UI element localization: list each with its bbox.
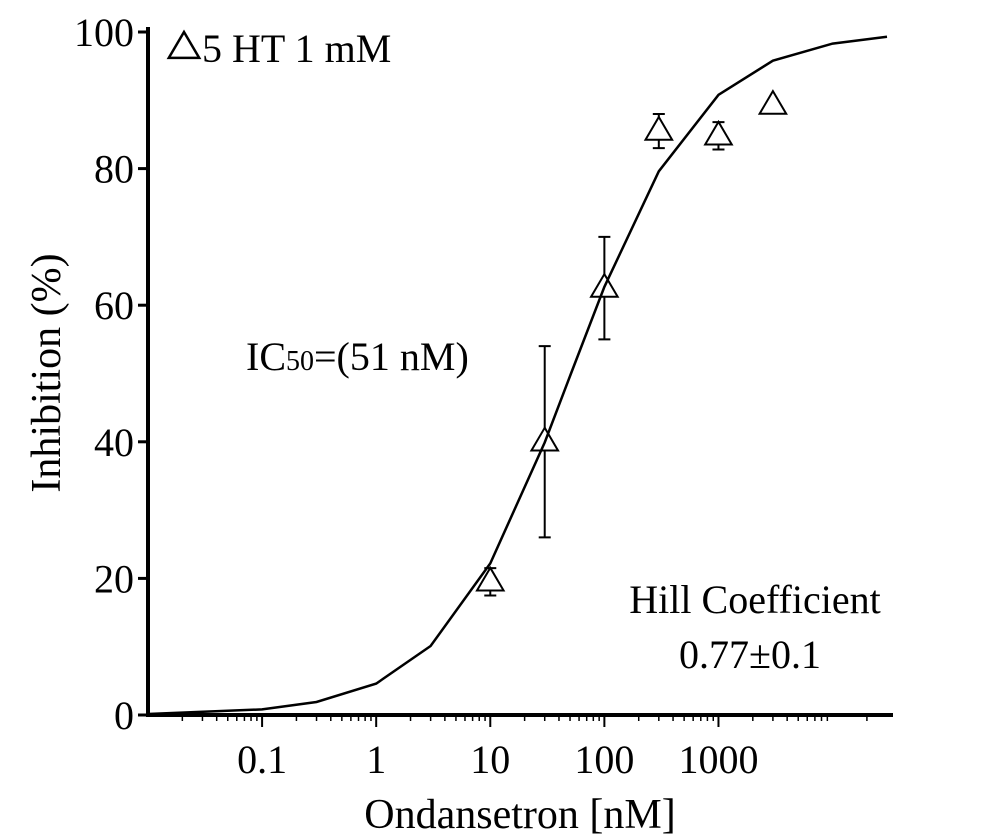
x-tick-label: 100 xyxy=(574,737,634,782)
ic50-annotation: IC50=(51 nM) xyxy=(246,334,469,379)
x-tick-label: 10 xyxy=(470,737,510,782)
y-tick-label: 0 xyxy=(114,693,134,738)
y-tick-label: 60 xyxy=(94,283,134,328)
hill-value: 0.77±0.1 xyxy=(679,632,821,677)
data-point xyxy=(757,89,788,115)
x-axis-label: Ondansetron [nM] xyxy=(364,792,675,838)
y-tick-label: 20 xyxy=(94,556,134,601)
ic50-sub: 50 xyxy=(286,346,314,377)
y-axis-label: Inhibition (%) xyxy=(24,253,70,492)
legend-label: 5 HT 1 mM xyxy=(202,26,391,71)
y-tick-label: 40 xyxy=(94,420,134,465)
ic50-rest: =(51 nM) xyxy=(314,334,469,379)
y-tick-label: 80 xyxy=(94,147,134,192)
x-tick-label: 1 xyxy=(366,737,386,782)
fit-curve xyxy=(147,35,888,716)
data-point xyxy=(643,115,674,141)
ic50-main: IC xyxy=(246,334,286,379)
y-tick-label: 100 xyxy=(74,10,134,55)
x-tick-label: 1000 xyxy=(678,737,758,782)
data-point xyxy=(703,119,734,146)
legend-marker xyxy=(166,29,202,60)
data-point xyxy=(475,565,506,592)
hill-title: Hill Coefficient xyxy=(629,577,880,622)
x-tick-label: 0.1 xyxy=(237,737,287,782)
